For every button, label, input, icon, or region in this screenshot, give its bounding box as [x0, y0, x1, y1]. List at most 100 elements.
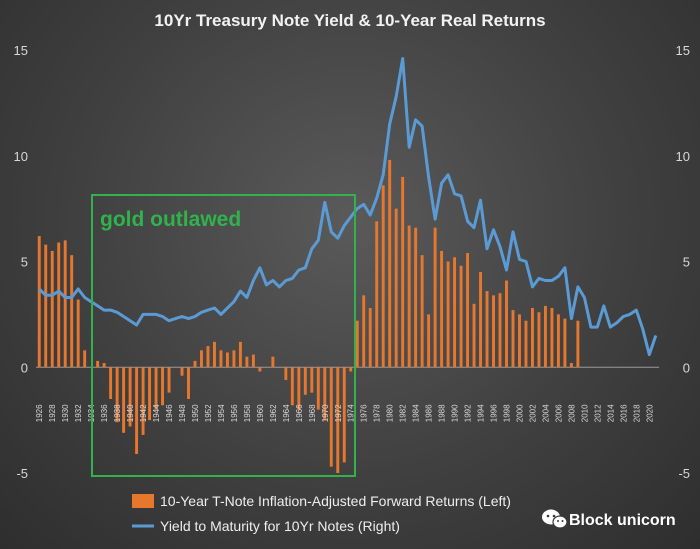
x-tick-label: 1974	[347, 404, 356, 422]
bar	[44, 244, 48, 368]
bar	[563, 318, 567, 368]
legend-line-label: Yield to Maturity for 10Yr Notes (Right)	[160, 518, 400, 534]
left-y-tick: 5	[21, 255, 28, 270]
x-tick-label: 2000	[515, 404, 524, 422]
bar	[232, 350, 236, 368]
x-tick-label: 1946	[165, 404, 174, 422]
bar	[57, 242, 61, 368]
x-tick-label: 2014	[606, 404, 615, 422]
bar	[492, 295, 495, 368]
bar	[537, 312, 541, 368]
bar	[180, 367, 184, 376]
bar	[167, 367, 171, 393]
bar	[96, 360, 100, 368]
bar	[70, 255, 74, 368]
x-tick-label: 1970	[321, 404, 330, 422]
x-tick-label: 1996	[490, 404, 499, 422]
x-tick-label: 2006	[554, 404, 563, 422]
x-tick-label: 1966	[295, 404, 304, 422]
x-tick-label: 1958	[243, 404, 252, 422]
x-tick-label: 1936	[100, 404, 109, 422]
bar	[238, 341, 242, 368]
bar	[530, 308, 534, 368]
x-tick-label: 1942	[139, 404, 148, 422]
bar	[154, 367, 158, 410]
right-y-tick: -5	[678, 466, 690, 481]
x-tick-label: 2012	[593, 404, 602, 422]
x-tick-label: 1990	[451, 404, 460, 422]
chart-title: 10Yr Treasury Note Yield & 10-Year Real …	[154, 11, 545, 30]
bar	[219, 350, 223, 368]
bar	[122, 367, 126, 433]
x-tick-label: 1952	[204, 404, 213, 422]
bar	[251, 354, 255, 368]
bar	[550, 308, 554, 368]
bar	[225, 352, 229, 368]
right-y-tick: 15	[676, 43, 690, 58]
x-tick-label: 1962	[269, 404, 278, 422]
bar	[388, 159, 392, 368]
left-y-tick: -5	[16, 466, 28, 481]
bar	[310, 367, 314, 393]
wechat-icon	[542, 509, 568, 529]
yield-line	[38, 57, 658, 357]
bar	[576, 320, 580, 368]
bar	[381, 185, 385, 368]
watermark: Block unicorn	[542, 509, 676, 529]
bar	[440, 250, 444, 368]
bar	[115, 367, 119, 423]
right-y-axis: 15 10 5 0 -5	[676, 43, 690, 481]
x-tick-label: 2020	[645, 404, 654, 422]
x-tick-label: 2004	[541, 404, 550, 422]
x-tick-label: 1950	[191, 404, 200, 422]
bar	[511, 310, 515, 368]
bar	[420, 255, 424, 368]
x-tick-label: 1938	[113, 404, 122, 422]
x-tick-label: 1976	[360, 404, 369, 422]
bar	[505, 280, 508, 368]
x-tick-label: 2018	[632, 404, 641, 422]
bar	[329, 367, 333, 467]
bar	[394, 208, 398, 368]
gold-outlawed-box	[91, 194, 356, 477]
bar	[128, 367, 132, 427]
bar	[556, 314, 560, 368]
x-tick-label: 1986	[425, 404, 434, 422]
bar	[206, 346, 210, 368]
x-tick-label: 1940	[126, 404, 135, 422]
x-tick-label: 1930	[61, 404, 70, 422]
bar	[37, 236, 41, 368]
bar	[472, 303, 476, 368]
bar	[323, 367, 327, 421]
watermark-text: Block unicorn	[569, 512, 676, 529]
bar	[63, 240, 67, 368]
bar	[342, 367, 346, 463]
bar	[349, 367, 353, 372]
x-tick-label: 1932	[74, 404, 83, 422]
left-y-tick: 15	[14, 43, 28, 58]
bar	[316, 367, 320, 410]
bar	[569, 363, 573, 368]
bar	[213, 341, 216, 368]
bar	[524, 320, 528, 368]
x-tick-label: 1956	[230, 404, 239, 422]
bar	[187, 367, 190, 399]
bar	[518, 314, 521, 368]
bar	[355, 320, 359, 368]
bar	[258, 367, 262, 372]
x-tick-label: 1928	[48, 404, 57, 422]
bar	[297, 367, 301, 410]
left-y-tick: 10	[14, 149, 28, 164]
bar	[479, 272, 482, 368]
right-y-tick: 10	[676, 149, 690, 164]
x-tick-label: 1944	[152, 404, 161, 422]
bar	[245, 356, 249, 368]
bar	[193, 360, 197, 368]
bar	[284, 367, 288, 380]
bar	[141, 367, 145, 435]
right-y-tick: 5	[683, 255, 690, 270]
x-tick-label: 1968	[308, 404, 317, 422]
x-tick-label: 1978	[373, 404, 382, 422]
bar	[200, 350, 203, 368]
